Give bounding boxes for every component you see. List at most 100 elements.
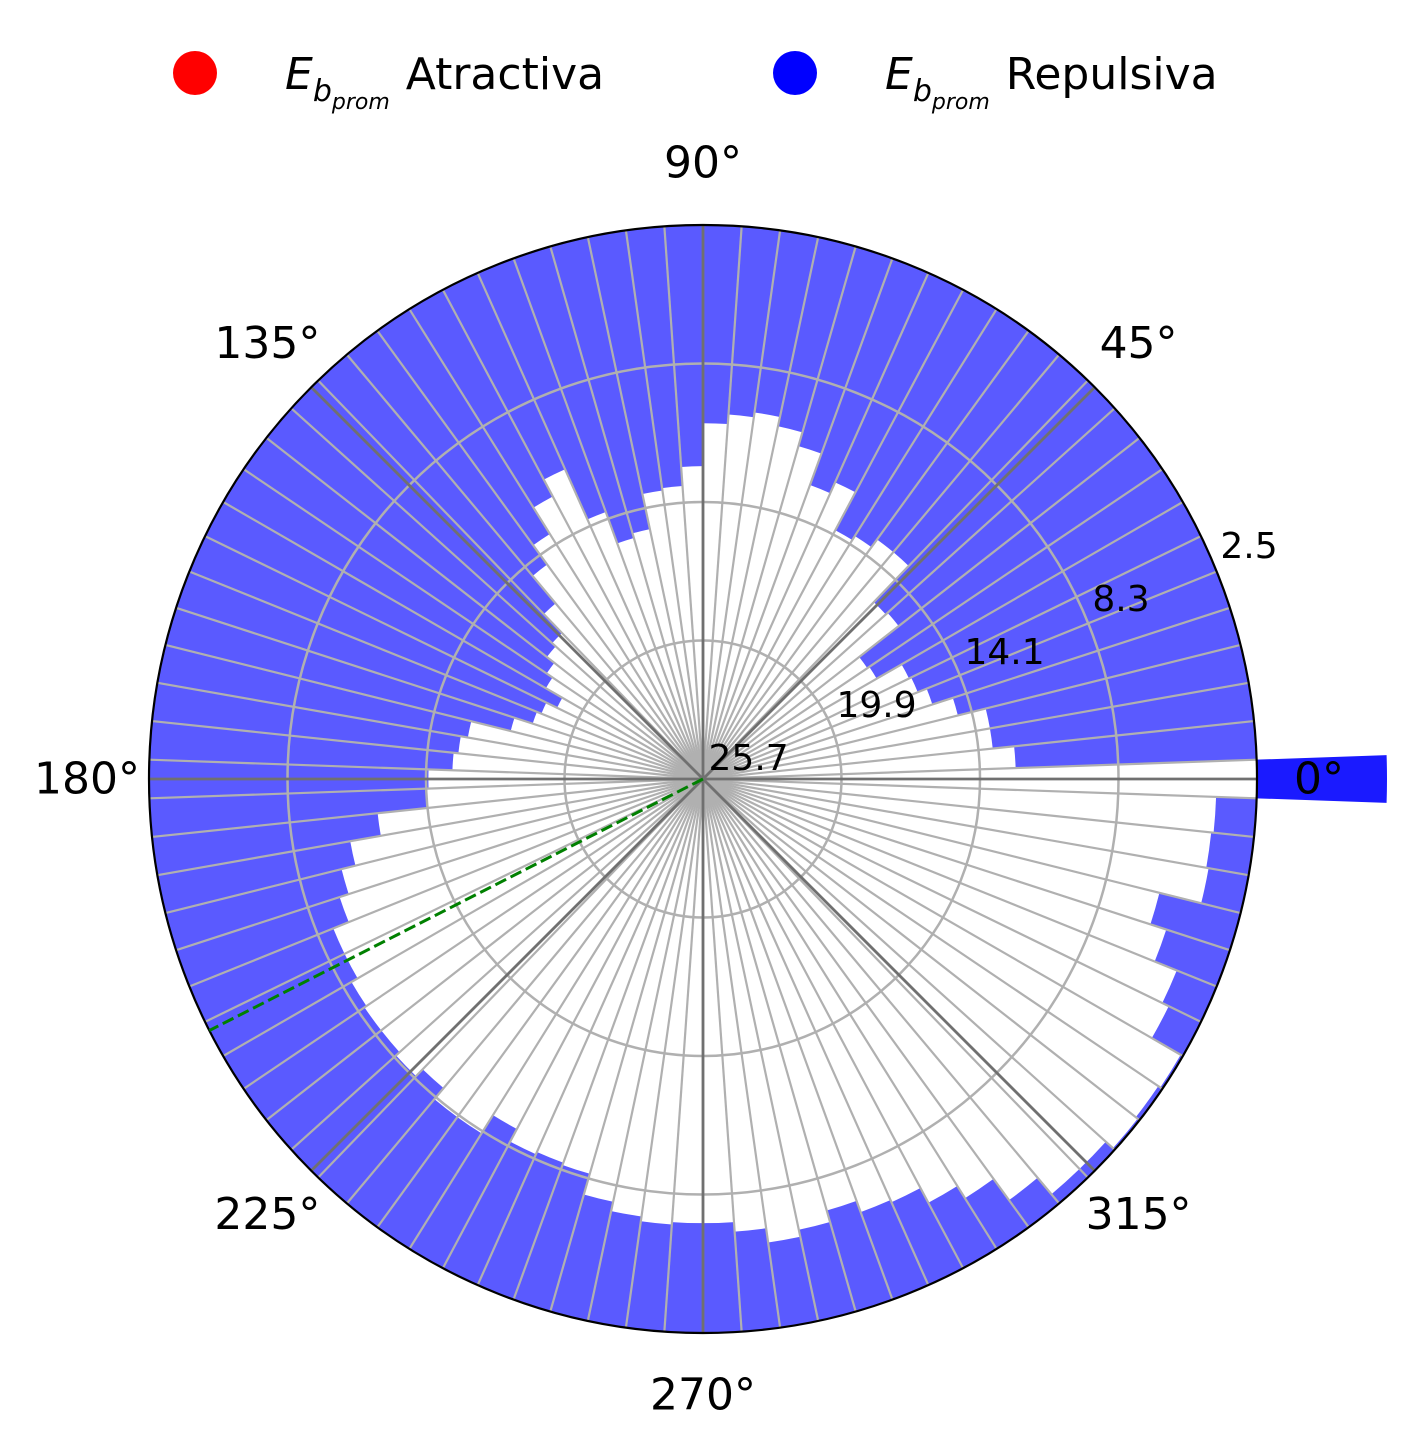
angle-tick-label: 90° (664, 138, 742, 189)
angular-gridline (702, 778, 1141, 1121)
legend-text: Atractiva (406, 49, 604, 100)
angular-gridline (701, 778, 820, 1322)
legend-text: Repulsiva (1006, 49, 1218, 100)
angular-gridline (149, 777, 704, 800)
attractive-bar (546, 646, 703, 779)
legend-marker (173, 51, 217, 95)
angular-gridline (701, 246, 857, 780)
angular-gridline (624, 778, 705, 1328)
angular-gridline (165, 777, 704, 915)
attractive-bar (703, 779, 1177, 1004)
angular-gridline (702, 719, 1255, 781)
angular-gridline (346, 778, 704, 1205)
attractive-bar (396, 779, 703, 1077)
legend-subsubscript: prom (331, 90, 390, 115)
angular-gridline (188, 777, 704, 988)
reference-line-layer (208, 777, 704, 1032)
attractive-bar (703, 779, 1038, 1201)
attractive-bar (703, 779, 1159, 1118)
attractive-bar (703, 779, 1169, 1039)
angular-gridline (441, 778, 704, 1269)
angular-gridline (702, 777, 1249, 877)
legend-symbol: E (885, 49, 913, 100)
radial-tick-label: 25.7 (709, 738, 789, 779)
attractive-bar (344, 779, 703, 979)
angular-gridline (701, 778, 743, 1332)
attractive-bar (703, 779, 891, 1213)
angular-gridline (702, 778, 1089, 1179)
attractive-bar (422, 779, 703, 1089)
attractive-bar (492, 779, 703, 1129)
attractive-bar (533, 496, 703, 779)
major-angle-gridline (702, 778, 1096, 1172)
angular-gridline (549, 246, 705, 780)
angular-gridline (188, 570, 704, 781)
attractive-bar (703, 482, 856, 779)
angular-gridline (586, 236, 705, 780)
angular-gridline (476, 272, 705, 780)
angular-gridline (701, 778, 930, 1286)
attractive-bar (510, 779, 703, 1155)
angular-gridline (702, 778, 1184, 1057)
attractive-bar (351, 779, 703, 1006)
angular-gridline (702, 777, 1257, 800)
angle-tick-label: 135° (214, 318, 320, 369)
angular-gridline (701, 236, 820, 780)
attractive-bar (703, 779, 1181, 1088)
legend-subscript: b (313, 74, 332, 109)
major-angle-gridline (702, 386, 1096, 780)
angular-gridline (702, 407, 1116, 780)
angular-gridline (702, 778, 1116, 1151)
angular-gridline (702, 777, 1241, 915)
angular-gridline (702, 289, 965, 780)
angular-gridline (702, 437, 1141, 780)
angular-gridline (149, 758, 704, 781)
attractive-bar (333, 779, 703, 954)
reference-line (208, 777, 704, 1032)
highlight-bar (1256, 755, 1388, 803)
radial-tick-label: 14.1 (964, 632, 1044, 673)
attractive-bar (703, 539, 894, 779)
angular-gridline (702, 778, 998, 1250)
angular-gridline (702, 778, 1163, 1090)
angular-gridline (175, 777, 704, 952)
angular-gridline (702, 643, 1241, 781)
attractive-bar (703, 656, 868, 779)
angular-gridline (702, 570, 1218, 781)
angular-gridline (512, 258, 705, 780)
angular-gridline (157, 681, 704, 781)
angular-gridline (702, 778, 1030, 1228)
angular-gridline (151, 777, 704, 839)
angular-gridline (317, 379, 704, 780)
angular-gridline (702, 468, 1163, 780)
attractive-bar (533, 533, 703, 779)
radial-tick-label: 19.9 (837, 685, 917, 726)
angular-gridline (702, 778, 1202, 1023)
angular-gridline (408, 778, 704, 1250)
attractive-bar (703, 779, 921, 1203)
attractive-bar (364, 779, 703, 1031)
legend-label: Ebprom Repulsiva (885, 49, 1218, 115)
angular-gridline (586, 778, 705, 1322)
legend: EbpromAtractiva EbpromRepulsiva (173, 49, 1218, 115)
angular-gridline (376, 778, 704, 1228)
major-angle-gridline (310, 386, 704, 780)
angular-gridline (265, 437, 704, 780)
angle-tick-label: 225° (214, 1189, 320, 1240)
attractive-bar (703, 779, 958, 1203)
attractive-bar (532, 564, 703, 779)
angular-gridline (701, 258, 894, 780)
angular-gridline (701, 230, 782, 780)
angular-gridline (175, 606, 704, 781)
angular-gridline (243, 468, 704, 780)
angular-gridline (512, 778, 705, 1300)
angular-gridline (702, 758, 1257, 781)
attractive-bar (546, 662, 703, 779)
attractive-bar (703, 612, 899, 779)
legend-subsubscript: prom (931, 90, 990, 115)
angular-gridline (702, 681, 1249, 781)
legend-marker (773, 51, 817, 95)
angular-gridline (702, 778, 965, 1269)
attractive-bar (457, 779, 703, 1134)
